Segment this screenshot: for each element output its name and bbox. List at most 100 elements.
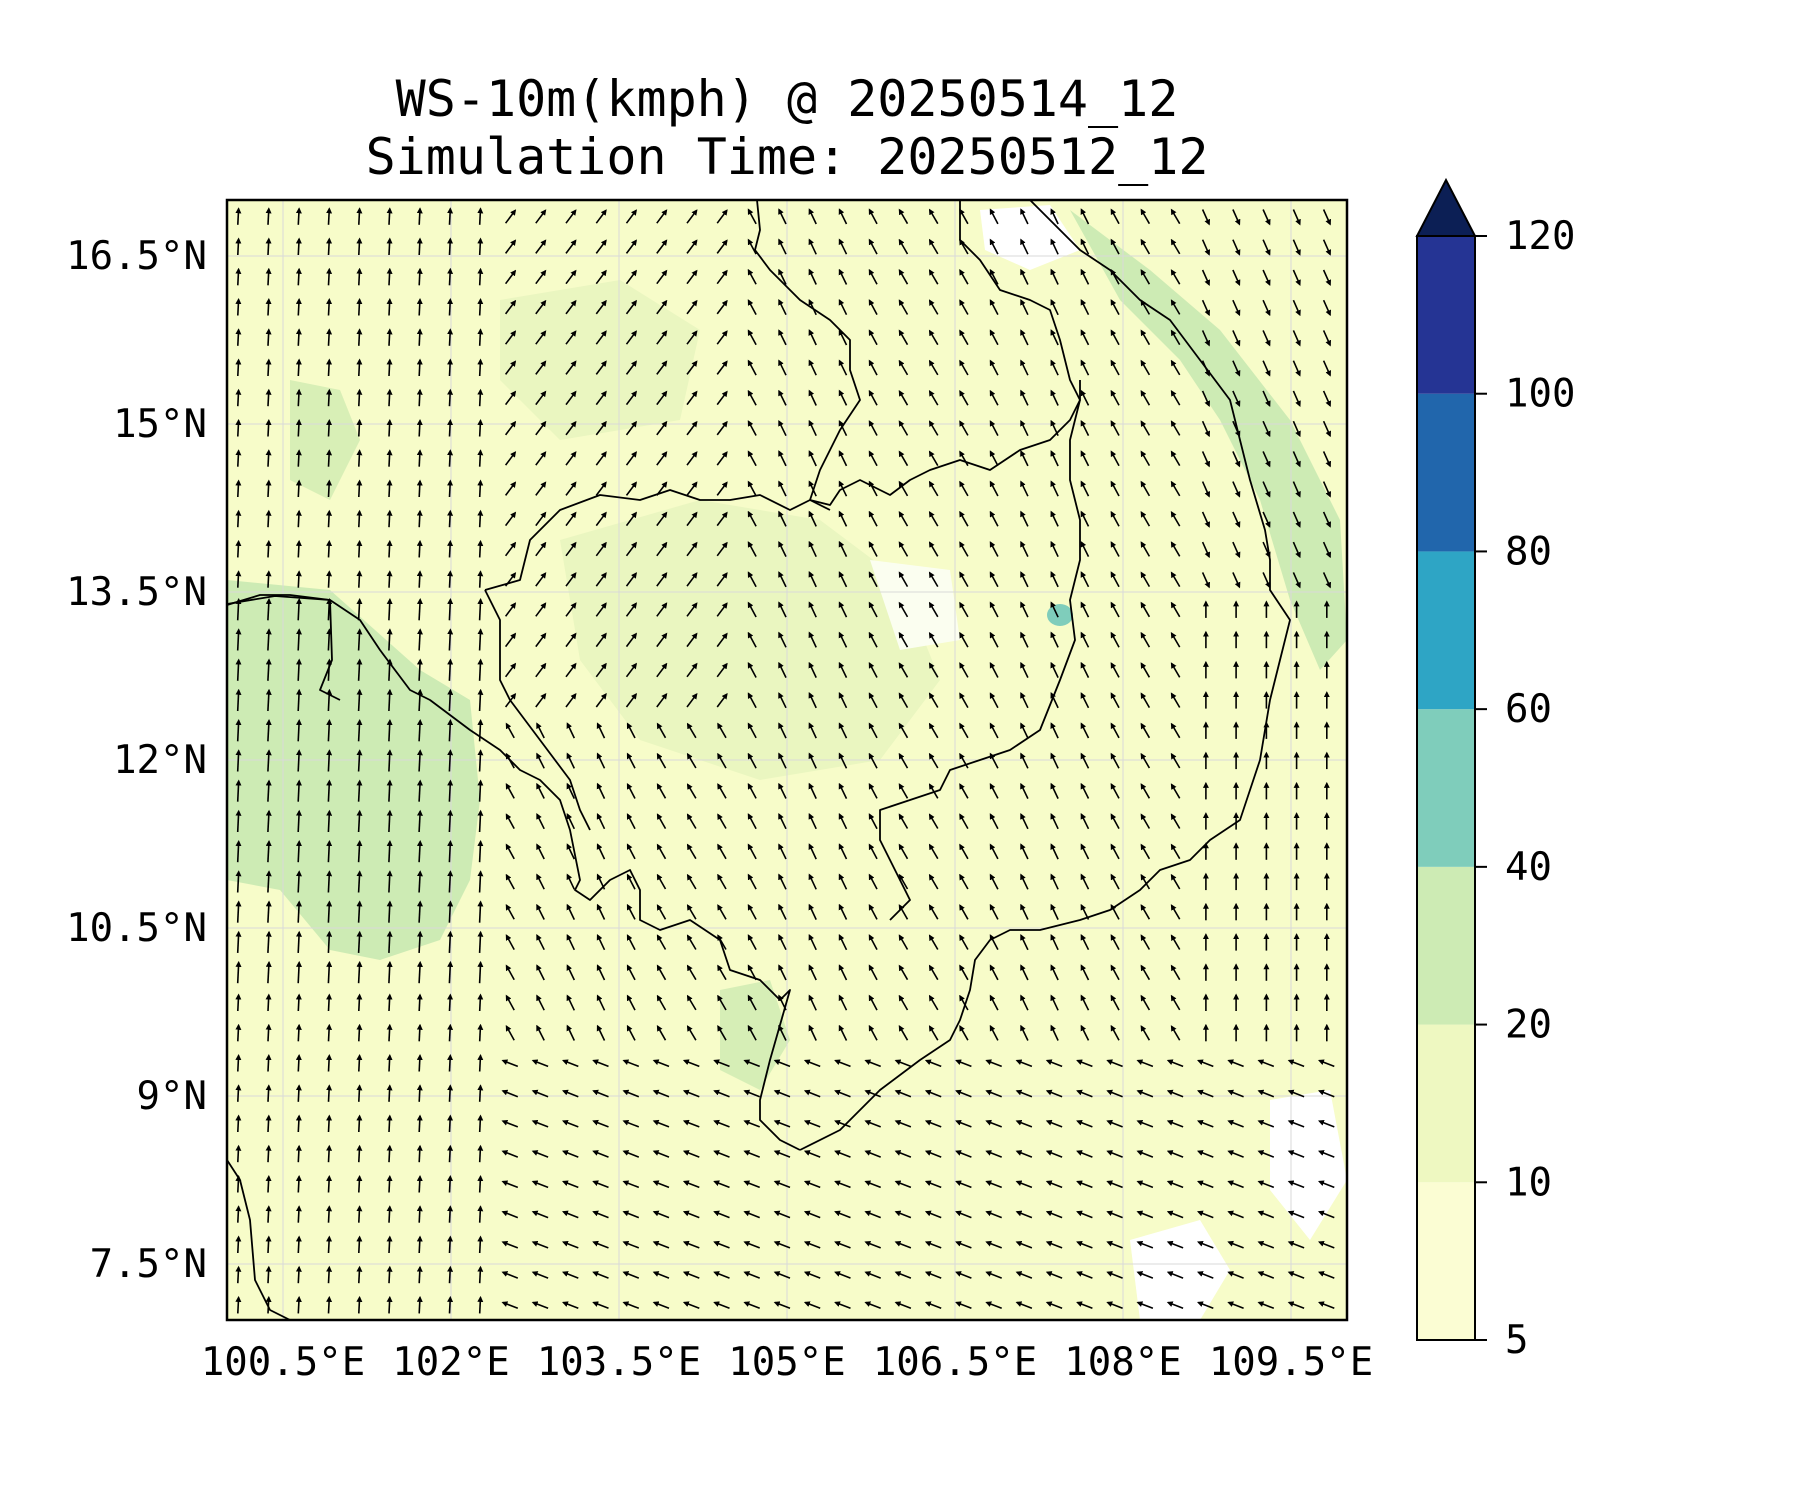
wind-vector-69 xyxy=(1201,239,1211,256)
wind-vector-1044 xyxy=(477,1054,484,1072)
wind-vector-1297 xyxy=(295,1265,302,1284)
wind-vector-268 xyxy=(504,420,517,436)
wind-vector-557 xyxy=(295,658,302,681)
wind-vector-291 xyxy=(1201,420,1211,438)
wind-vector-637 xyxy=(477,719,484,742)
wind-vector-179 xyxy=(1170,329,1181,346)
wind-vector-1265 xyxy=(447,1235,454,1254)
wind-vector-734 xyxy=(1170,783,1181,799)
wind-vector-999 xyxy=(235,1023,242,1042)
wind-vector-983 xyxy=(868,994,878,1011)
wind-vector-1144 xyxy=(1257,1119,1275,1128)
wind-vector-333 xyxy=(235,479,242,498)
wind-vector-4 xyxy=(356,207,363,225)
wind-vector-875 xyxy=(959,904,969,920)
wind-vector-1326 xyxy=(1166,1271,1184,1279)
wind-vector-443 xyxy=(1322,541,1332,559)
wind-vector-1135 xyxy=(985,1119,1002,1128)
wind-vector-891 xyxy=(326,930,333,953)
wind-vector-124 xyxy=(625,299,637,315)
wind-vector-259 xyxy=(235,419,242,437)
wind-vector-1106 xyxy=(1227,1089,1244,1098)
wind-vector-901 xyxy=(626,934,636,951)
wind-vector-986 xyxy=(959,994,969,1011)
wind-vector-1061 xyxy=(985,1059,1002,1068)
wind-vector-871 xyxy=(838,903,848,920)
wind-vector-840 xyxy=(1020,873,1029,890)
wind-vector-1127 xyxy=(743,1119,760,1128)
wind-vector-751 xyxy=(566,813,576,830)
wind-vector-1079 xyxy=(416,1084,423,1102)
wind-vector-524 xyxy=(416,628,423,651)
wind-vector-47 xyxy=(535,239,547,254)
wind-vector-1088 xyxy=(682,1089,700,1098)
wind-vector-306 xyxy=(535,451,547,466)
wind-vector-1259 xyxy=(265,1235,272,1254)
wind-vector-236 xyxy=(656,390,668,406)
wind-vector-763 xyxy=(928,813,939,829)
wind-vector-1216 xyxy=(1197,1180,1214,1189)
wind-vector-1122 xyxy=(592,1119,609,1128)
wind-vector-927 xyxy=(295,960,302,984)
wind-vector-1349 xyxy=(743,1301,760,1310)
wind-vector-1261 xyxy=(326,1235,333,1254)
wind-vector-881 xyxy=(1140,904,1151,920)
wind-vector-714 xyxy=(566,782,576,799)
wind-vector-1293 xyxy=(1287,1240,1305,1249)
wind-vector-817 xyxy=(326,870,333,893)
wind-vector-832 xyxy=(778,873,787,890)
wind-vector-252 xyxy=(1140,389,1151,406)
lat-tick-label-4: 10.5°N xyxy=(66,906,207,951)
wind-vector-1195 xyxy=(562,1180,579,1189)
wind-vector-870 xyxy=(808,903,817,920)
wind-vector-792 xyxy=(686,843,697,860)
wind-vector-678 xyxy=(596,752,606,769)
wind-vector-1081 xyxy=(477,1084,484,1102)
wind-vector-1050 xyxy=(652,1059,670,1068)
wind-vector-278 xyxy=(808,419,817,437)
wind-vector-247 xyxy=(989,389,999,406)
colorbar-segments xyxy=(1417,236,1475,1340)
wind-vector-1274 xyxy=(713,1240,730,1249)
wind-vector-796 xyxy=(808,843,817,860)
wind-vector-1128 xyxy=(773,1119,791,1128)
wind-vector-1094 xyxy=(864,1089,881,1098)
wind-vector-1327 xyxy=(1197,1271,1214,1279)
wind-vector-1084 xyxy=(562,1089,579,1098)
wind-vector-1353 xyxy=(864,1301,881,1310)
wind-vector-666 xyxy=(235,749,242,772)
lat-tick-label-6: 7.5°N xyxy=(90,1242,207,1287)
wind-vector-218 xyxy=(1232,360,1241,377)
wind-vector-584 xyxy=(1110,662,1120,678)
wind-vector-405 xyxy=(1292,511,1301,528)
wind-vector-440 xyxy=(1232,541,1241,559)
wind-vector-1028 xyxy=(1110,1024,1120,1041)
wind-vector-1220 xyxy=(1318,1180,1335,1189)
wind-vector-746 xyxy=(416,809,423,833)
wind-vector-506 xyxy=(989,601,999,618)
wind-vector-315 xyxy=(808,450,817,467)
wind-vector-684 xyxy=(778,752,787,769)
wind-vector-523 xyxy=(386,628,393,651)
wind-vector-448 xyxy=(356,570,363,588)
wind-vector-129 xyxy=(778,298,787,316)
wind-vector-370 xyxy=(235,509,242,528)
wind-vector-491 xyxy=(535,602,547,617)
wind-vector-874 xyxy=(928,904,939,920)
wind-vector-1284 xyxy=(1015,1240,1033,1249)
wind-vector-1070 xyxy=(1257,1059,1275,1068)
wind-vector-362 xyxy=(1110,480,1120,497)
wind-vector-198 xyxy=(625,360,637,375)
wind-vector-1029 xyxy=(1140,1025,1151,1041)
wind-vector-808 xyxy=(1170,843,1181,860)
wind-vector-88 xyxy=(656,269,668,285)
wind-vector-525 xyxy=(447,628,454,651)
wind-vector-190 xyxy=(386,358,393,377)
wind-vector-977 xyxy=(686,994,697,1011)
wind-vector-70 xyxy=(1232,239,1241,256)
wind-band-5-north xyxy=(980,205,1080,270)
wind-vector-389 xyxy=(808,510,817,527)
wind-vector-147 xyxy=(1322,299,1332,317)
wind-vector-852 xyxy=(265,900,272,923)
wind-vector-1248 xyxy=(1045,1210,1063,1219)
